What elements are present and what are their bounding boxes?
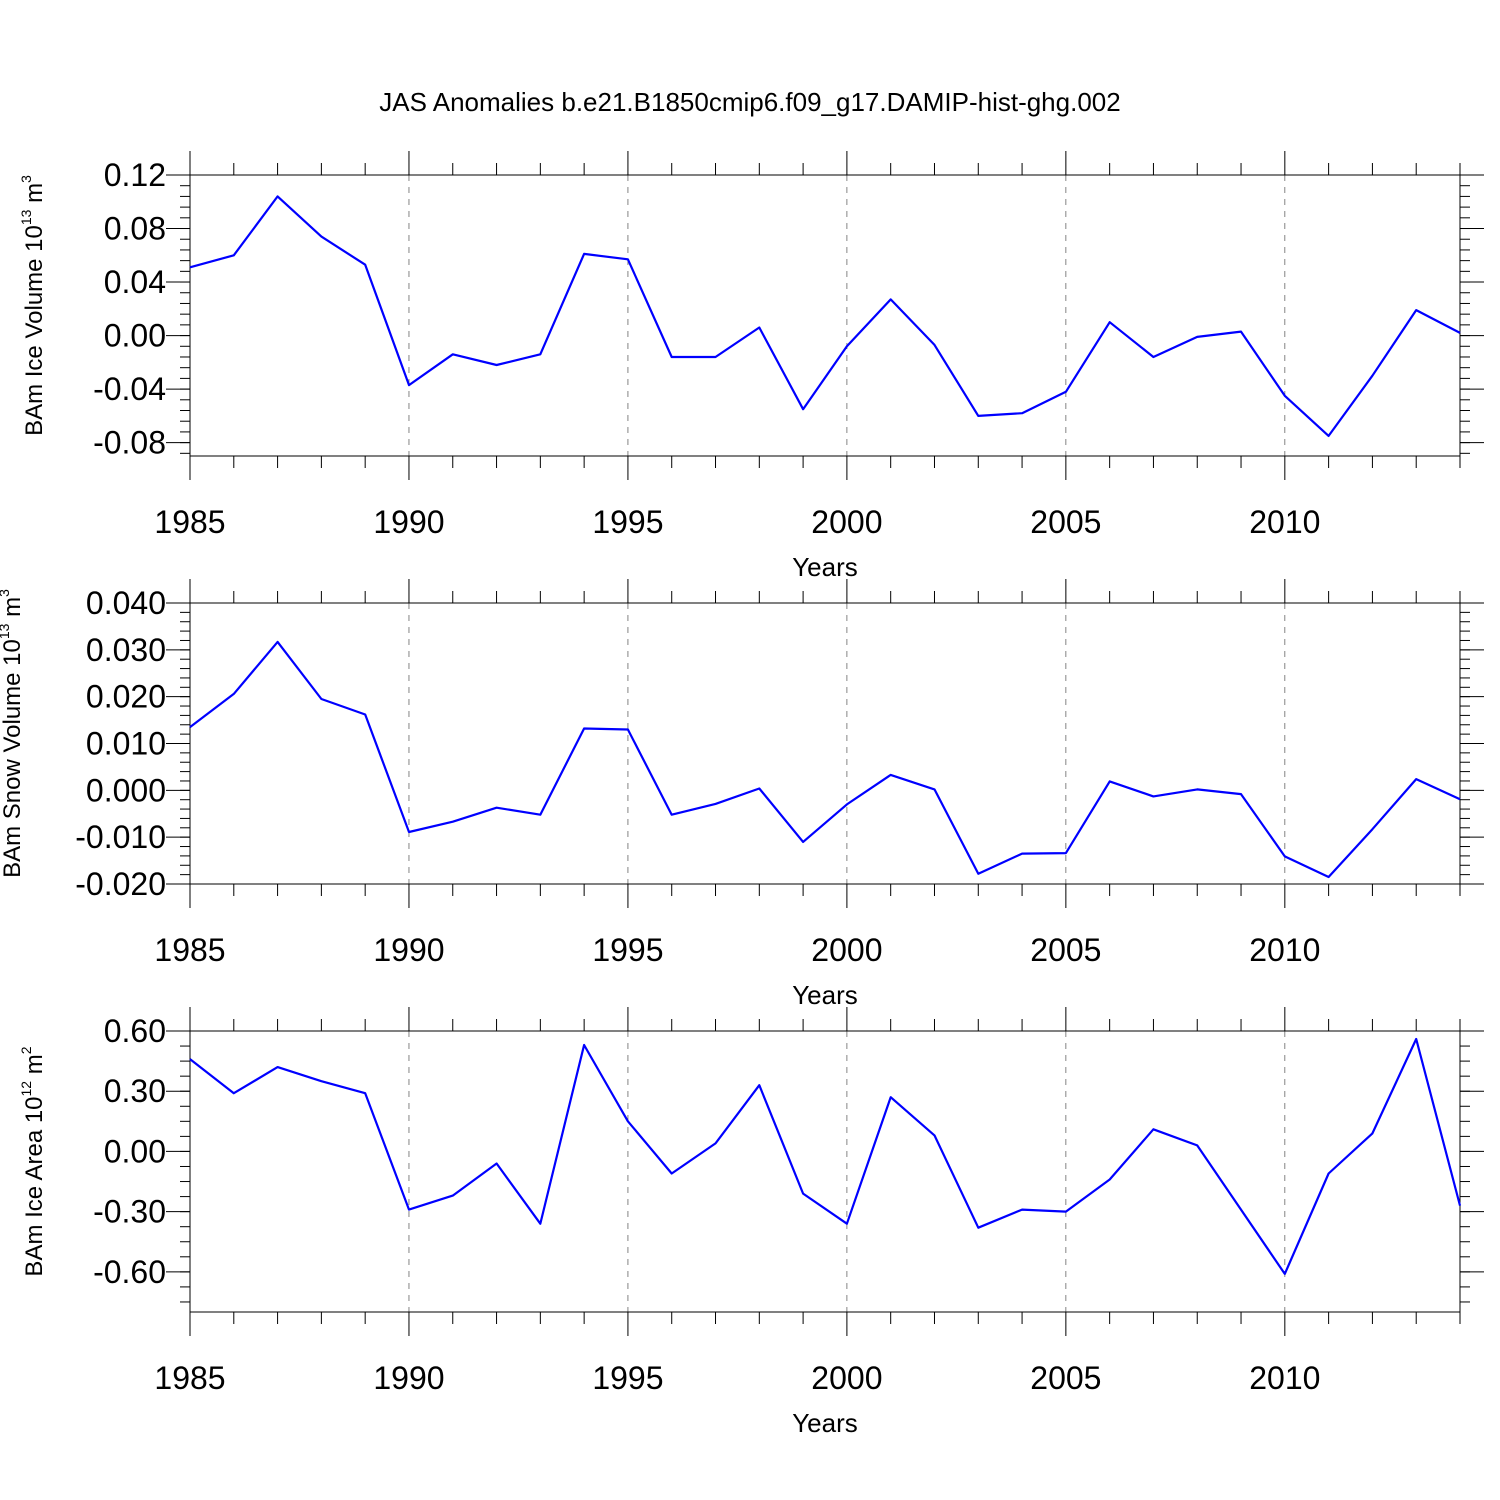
x-tick-label: 2005 (1030, 504, 1101, 540)
y-tick-label: 0.04 (104, 264, 166, 300)
y-tick-label: -0.60 (93, 1254, 166, 1290)
x-tick-label: 1990 (373, 1360, 444, 1396)
x-tick-label: 1995 (592, 504, 663, 540)
y-axis-label: BAm Snow Volume 1013 m3 (0, 589, 26, 878)
x-tick-label: 1985 (154, 504, 225, 540)
y-tick-label: 0.30 (104, 1073, 166, 1109)
y-tick-label: 0.08 (104, 211, 166, 247)
x-tick-label: 2010 (1249, 1360, 1320, 1396)
y-tick-label: -0.08 (93, 425, 166, 461)
series-line (189, 640, 1461, 879)
chart-title: JAS Anomalies b.e21.B1850cmip6.f09_g17.D… (379, 87, 1120, 117)
y-tick-label: -0.020 (75, 866, 166, 902)
x-axis-label: Years (792, 980, 858, 1010)
x-axis-label: Years (792, 552, 858, 582)
x-tick-label: 1985 (154, 932, 225, 968)
y-tick-label: 0.00 (104, 1133, 166, 1169)
series-line (189, 1037, 1462, 1276)
plot-frame (189, 1030, 1461, 1313)
x-tick-label: 1995 (592, 932, 663, 968)
y-tick-label: -0.04 (93, 371, 166, 407)
x-tick-label: 2005 (1030, 932, 1101, 968)
x-tick-label: 2010 (1249, 932, 1320, 968)
y-tick-label: 0.020 (86, 679, 166, 715)
y-tick-label: 0.010 (86, 726, 166, 762)
plot-frame (189, 174, 1461, 457)
y-tick-label: 0.040 (86, 585, 166, 621)
panel-1: -0.08 -0.04 0.00 0.04 0.08 0.12 1985 1990 1995 20… (18, 151, 1484, 582)
x-tick-label: 2010 (1249, 504, 1320, 540)
y-axis-label: BAm Ice Area 1012 m2 (18, 1046, 48, 1276)
y-tick-label: 0.00 (104, 318, 166, 354)
panel-2: -0.020 -0.010 0.000 0.010 0.020 0.030 0.040 198… (0, 579, 1484, 1010)
x-tick-label: 2000 (811, 504, 882, 540)
y-tick-label: 0.12 (104, 157, 166, 193)
x-tick-label: 1990 (373, 932, 444, 968)
panel-3: -0.60 -0.30 0.00 0.30 0.60 1985 1990 1995 2000 20… (18, 1007, 1484, 1438)
y-tick-label: 0.000 (86, 772, 166, 808)
y-axis-label: BAm Ice Volume 1013 m3 (18, 175, 48, 436)
series-line (189, 195, 1461, 437)
x-tick-label: 2000 (811, 932, 882, 968)
x-tick-label: 2000 (811, 1360, 882, 1396)
y-tick-label: 0.60 (104, 1013, 166, 1049)
y-tick-label: 0.030 (86, 632, 166, 668)
x-tick-label: 1990 (373, 504, 444, 540)
y-tick-label: -0.010 (75, 819, 166, 855)
x-tick-label: 1985 (154, 1360, 225, 1396)
panels: -0.08 -0.04 0.00 0.04 0.08 0.12 1985 1990 1995 20… (0, 151, 1484, 1438)
x-tick-label: 2005 (1030, 1360, 1101, 1396)
x-axis-label: Years (792, 1408, 858, 1438)
x-tick-label: 1995 (592, 1360, 663, 1396)
y-tick-label: -0.30 (93, 1194, 166, 1230)
